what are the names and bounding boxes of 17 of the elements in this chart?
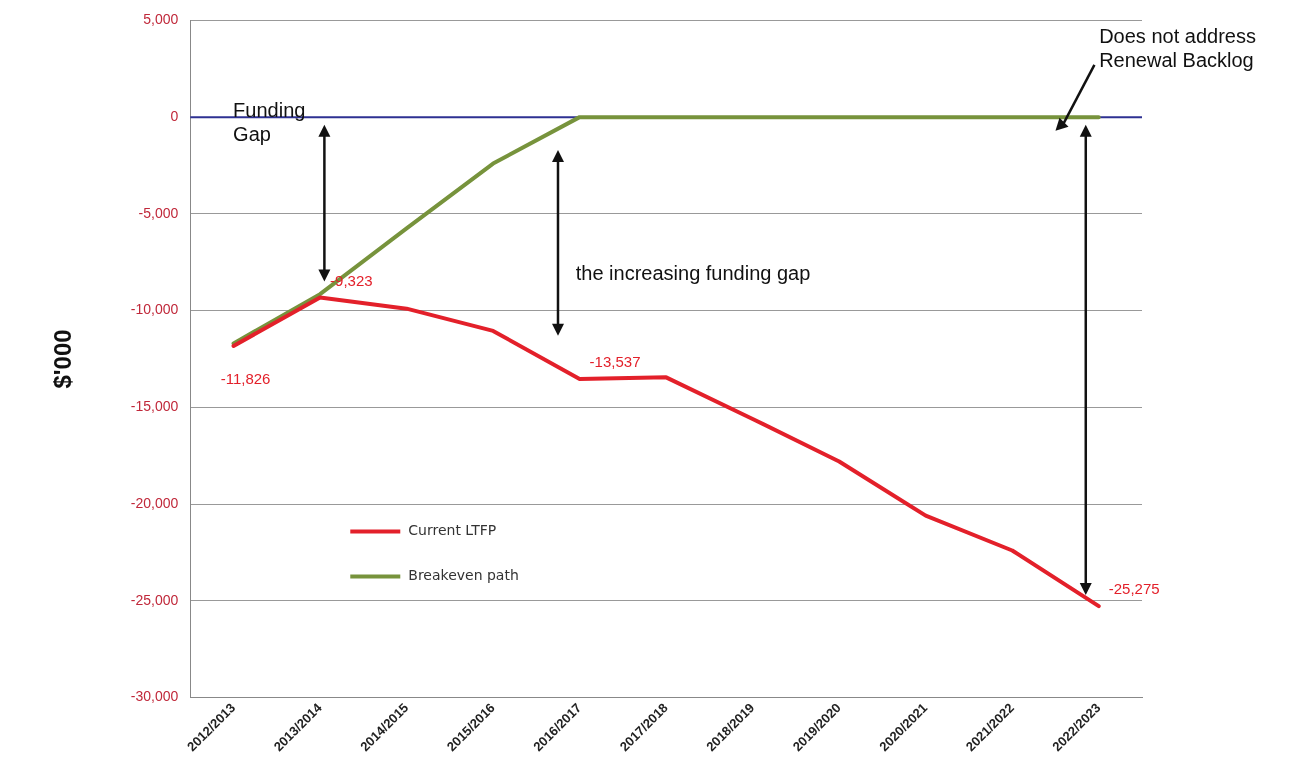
y-tick-label: 0 [170,107,179,124]
y-tick-label: -20,000 [130,494,179,511]
data-label: -11,826 [220,370,271,388]
y-tick-label: -15,000 [130,398,179,415]
y-tick-label: -30,000 [130,688,179,705]
annotation: the increasing funding gap [575,261,811,284]
y-tick-label: -5,000 [138,204,179,221]
annotation: Does not address Renewal Backlog [1099,24,1256,71]
data-label: -13,537 [589,353,641,371]
y-tick-label: -10,000 [130,301,179,318]
y-tick-label: 5,000 [143,11,179,28]
legend-label: Breakeven path [408,567,519,584]
legend-label: Current LTFP [408,522,497,539]
data-label: -25,275 [1108,580,1160,598]
y-tick-label: -25,000 [130,591,179,608]
annotation: Funding Gap [233,99,306,146]
y-axis-title: $'000 [49,329,77,389]
